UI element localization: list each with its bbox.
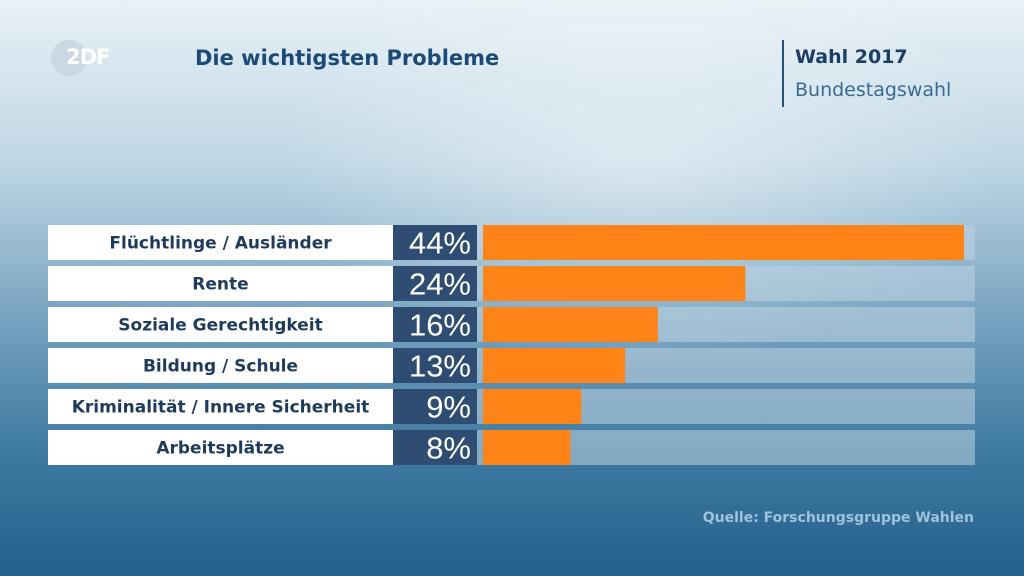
- category-label-box: [48, 225, 393, 260]
- value-label: 16%: [409, 308, 471, 343]
- bar: [483, 430, 571, 465]
- bar: [483, 266, 746, 301]
- chart-title: Die wichtigsten Probleme: [195, 46, 500, 70]
- event-subtitle: Bundestagswahl: [795, 79, 952, 101]
- value-label-box: [393, 225, 477, 260]
- value-label-box: [393, 430, 477, 465]
- category-label: Flüchtlinge / Ausländer: [109, 234, 332, 254]
- category-label: Kriminalität / Innere Sicherheit: [72, 398, 370, 418]
- zdf-logo-text: 2DF: [66, 45, 110, 69]
- category-label-box: [48, 266, 393, 301]
- value-label-box: [393, 348, 477, 383]
- bar-row: Bildung / Schule 13%: [48, 348, 975, 384]
- bar-row: Kriminalität / Innere Sicherheit 9%: [48, 389, 975, 425]
- value-label: 9%: [426, 390, 471, 425]
- value-label: 13%: [409, 349, 471, 384]
- bar: [483, 348, 626, 383]
- category-label-box: [48, 430, 393, 465]
- value-label-box: [393, 307, 477, 342]
- value-label-box: [393, 389, 477, 424]
- source-note: Quelle: Forschungsgruppe Wahlen: [702, 510, 974, 526]
- category-label-box: [48, 389, 393, 424]
- value-label-box: [393, 266, 477, 301]
- value-label: 8%: [426, 431, 471, 466]
- event-title: Wahl 2017: [795, 46, 908, 68]
- zdf-logo: [51, 40, 87, 76]
- category-label-box: [48, 348, 393, 383]
- bar: [483, 225, 964, 260]
- category-label-box: [48, 307, 393, 342]
- header-divider: [782, 40, 784, 107]
- bar: [483, 389, 582, 424]
- bar: [483, 307, 658, 342]
- category-label: Soziale Gerechtigkeit: [118, 316, 322, 336]
- value-label: 24%: [409, 267, 471, 302]
- category-label: Bildung / Schule: [143, 357, 298, 377]
- category-label: Rente: [192, 275, 248, 295]
- category-label: Arbeitsplätze: [156, 439, 284, 459]
- value-label: 44%: [409, 226, 471, 261]
- bar-row: Rente 24%: [48, 266, 975, 302]
- bar-row: Arbeitsplätze 8%: [48, 430, 975, 466]
- bar-row: Flüchtlinge / Ausländer 44%: [48, 225, 975, 261]
- bar-row: Soziale Gerechtigkeit 16%: [48, 307, 975, 343]
